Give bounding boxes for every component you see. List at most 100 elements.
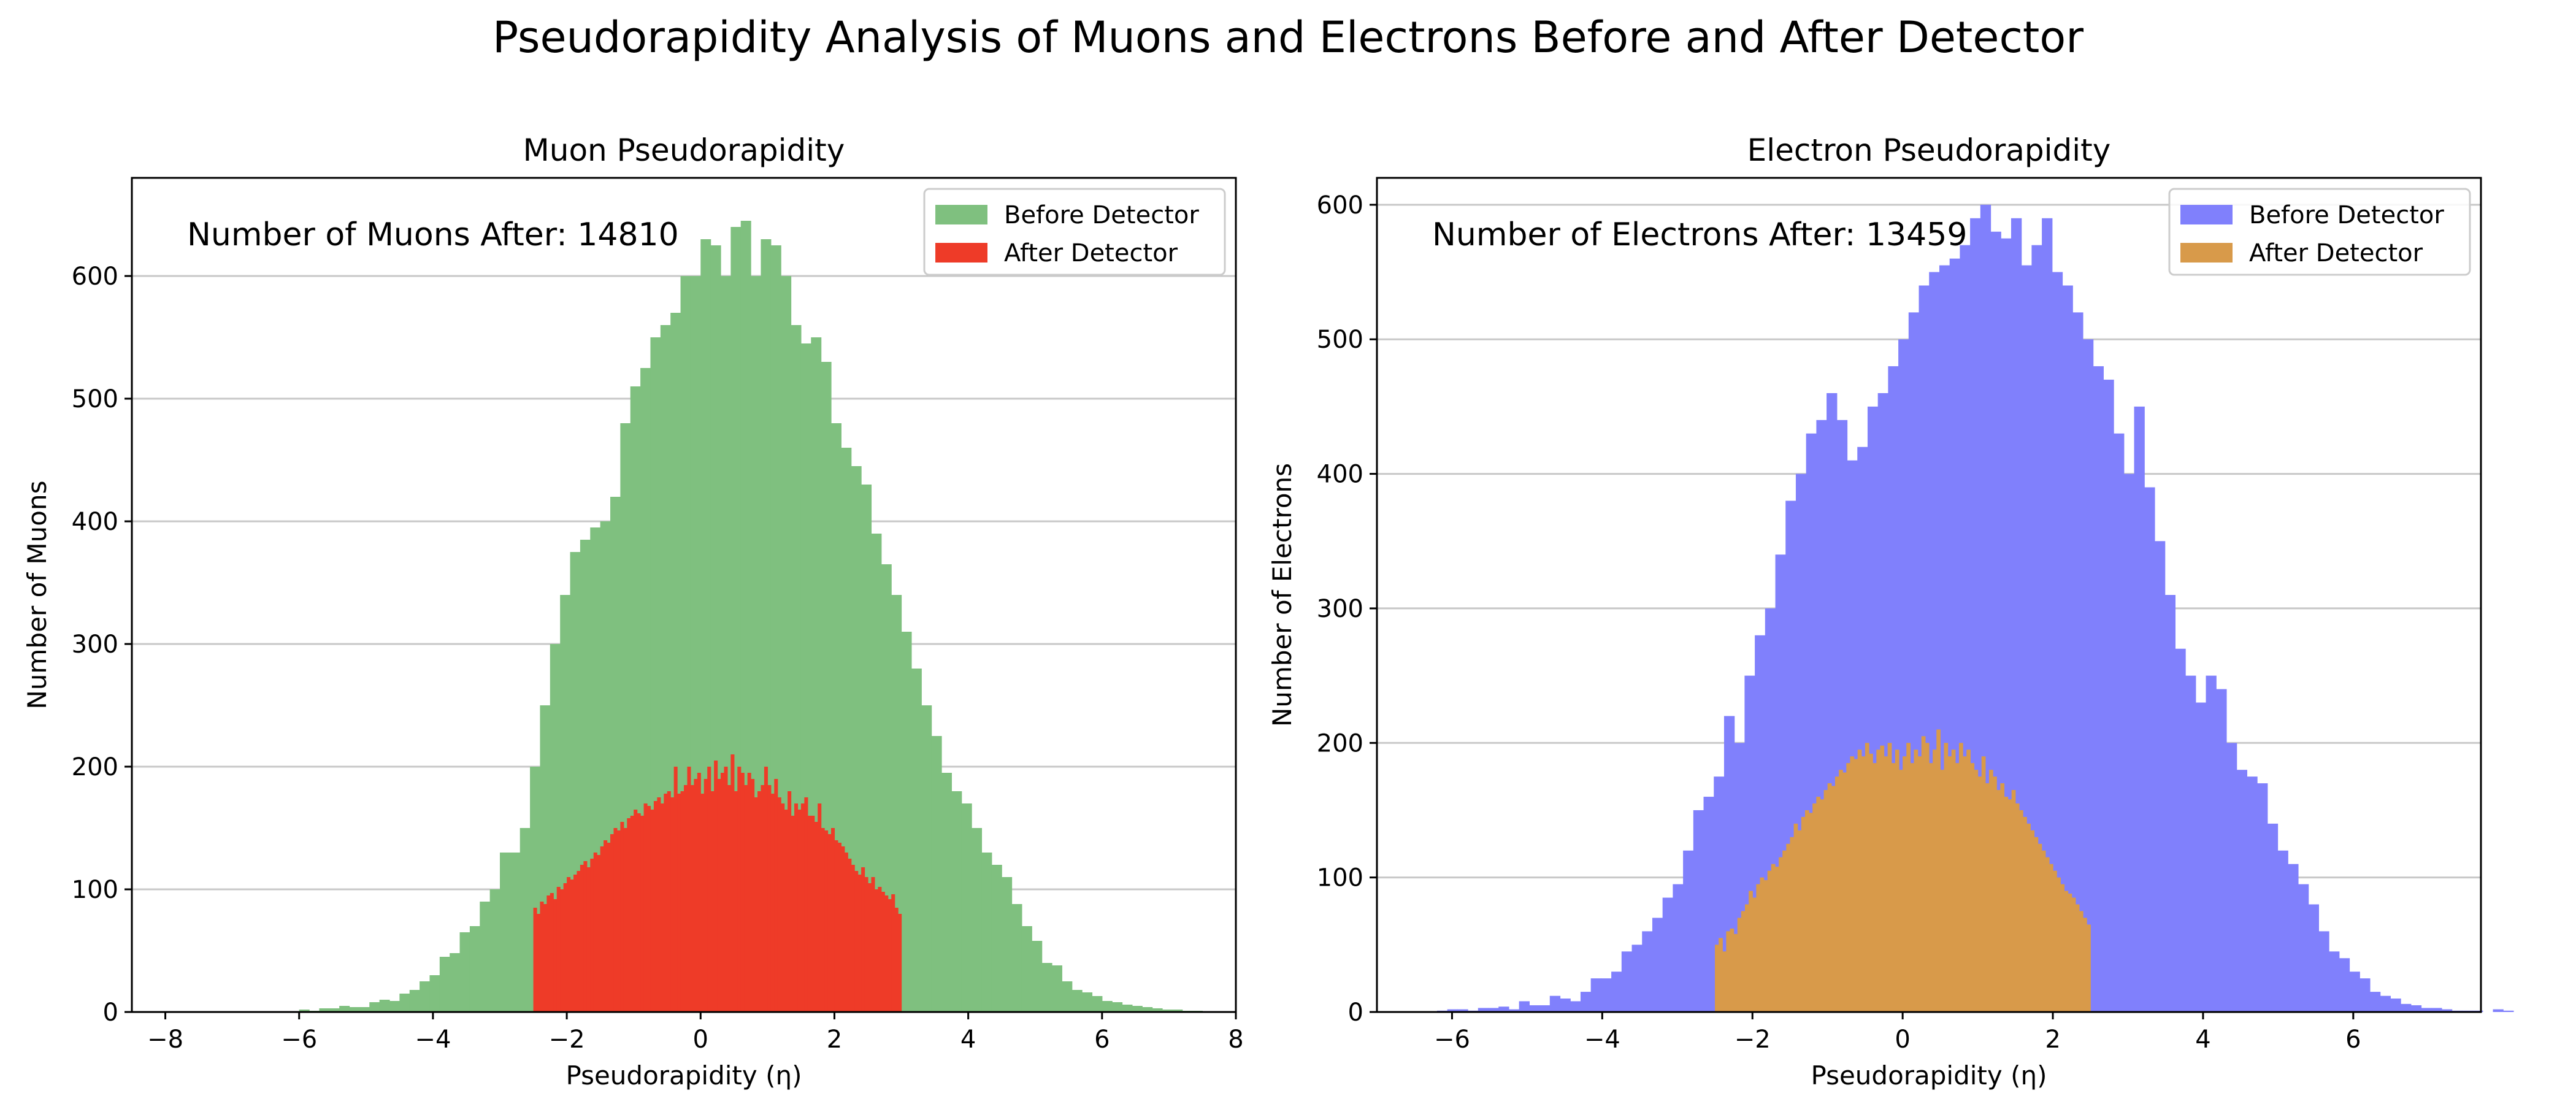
histogram-bar bbox=[2064, 891, 2069, 1012]
histogram-bar bbox=[1652, 918, 1663, 1012]
histogram-bar bbox=[2277, 850, 2288, 1012]
histogram-bar bbox=[1988, 770, 1993, 1012]
histogram-bar bbox=[981, 853, 992, 1012]
histogram-bar bbox=[2026, 823, 2031, 1012]
histogram-bar bbox=[1846, 763, 1851, 1012]
histogram-bar bbox=[1786, 843, 1791, 1012]
histogram-bar bbox=[774, 779, 778, 1012]
histogram-bar bbox=[580, 865, 584, 1012]
histogram-bar bbox=[1733, 933, 1738, 1012]
histogram-bar bbox=[2000, 783, 2005, 1012]
histogram-bar bbox=[1850, 756, 1855, 1012]
histogram-bar bbox=[911, 669, 922, 1012]
histogram-bar bbox=[1884, 756, 1888, 1012]
histogram-bar bbox=[2339, 958, 2350, 1012]
histogram-bar bbox=[921, 705, 932, 1012]
histogram-bar bbox=[2267, 823, 2279, 1012]
histogram-bar bbox=[1745, 904, 1749, 1012]
histogram-bar bbox=[727, 785, 731, 1012]
histogram-bar bbox=[567, 877, 571, 1012]
histogram-bar bbox=[2257, 783, 2268, 1012]
y-axis-label: Number of Muons bbox=[22, 481, 52, 710]
histogram-bar bbox=[369, 1002, 380, 1012]
legend-swatch bbox=[935, 243, 987, 263]
histogram-bar bbox=[2023, 816, 2027, 1012]
x-tick-label: −4 bbox=[415, 1025, 451, 1054]
x-tick-label: −2 bbox=[1735, 1025, 1771, 1054]
histogram-bar bbox=[1683, 850, 1694, 1012]
histogram-bar bbox=[2441, 1009, 2453, 1012]
histogram-bar bbox=[533, 908, 537, 1012]
histogram-bar bbox=[707, 767, 711, 1012]
legend-label: Before Detector bbox=[1004, 201, 1199, 229]
histogram-bar bbox=[844, 853, 848, 1012]
histogram-bar bbox=[667, 791, 671, 1012]
histogram-bar bbox=[797, 810, 802, 1012]
histogram-bar bbox=[677, 794, 681, 1012]
histogram-bar bbox=[697, 773, 701, 1012]
histogram-bar bbox=[1102, 1001, 1113, 1012]
histogram-bar bbox=[714, 761, 718, 1012]
x-tick-label: 2 bbox=[827, 1025, 842, 1054]
histogram-bar bbox=[878, 887, 882, 1012]
histogram-bar bbox=[2236, 770, 2247, 1012]
histogram-bar bbox=[2206, 675, 2217, 1012]
histogram-bar bbox=[744, 785, 748, 1012]
y-tick-label: 400 bbox=[1317, 461, 1363, 489]
histogram-bar bbox=[831, 828, 835, 1012]
histogram-bar bbox=[1936, 729, 1941, 1012]
histogram-bar bbox=[1488, 1008, 1499, 1012]
histogram-bar bbox=[1763, 880, 1768, 1012]
count-annotation: Number of Electrons After: 13459 bbox=[1432, 217, 1967, 253]
histogram-bar bbox=[2288, 864, 2299, 1012]
histogram-bar bbox=[898, 914, 902, 1012]
histogram-bar bbox=[653, 801, 657, 1012]
histogram-bar bbox=[761, 785, 765, 1012]
x-tick-label: 2 bbox=[2045, 1025, 2060, 1054]
histogram-bar bbox=[931, 736, 942, 1012]
histogram-bar bbox=[2079, 911, 2083, 1012]
histogram-bar bbox=[2431, 1008, 2442, 1012]
legend-swatch bbox=[2180, 205, 2233, 224]
histogram-bar bbox=[2329, 951, 2340, 1012]
histogram-bar bbox=[2103, 380, 2114, 1013]
y-tick-label: 200 bbox=[72, 753, 118, 781]
count-annotation: Number of Muons After: 14810 bbox=[187, 217, 679, 253]
histogram-bar bbox=[2060, 884, 2065, 1012]
histogram-bar bbox=[2380, 995, 2391, 1012]
histogram-bar bbox=[824, 830, 829, 1012]
histogram-bar bbox=[834, 840, 838, 1012]
histogram-bar bbox=[1601, 978, 1612, 1012]
histogram-bar bbox=[961, 803, 972, 1012]
histogram-bar bbox=[1910, 763, 1915, 1012]
histogram-bar bbox=[1880, 745, 1885, 1012]
histogram-bar bbox=[2045, 857, 2050, 1012]
histogram-bar bbox=[1002, 877, 1013, 1012]
histogram-bar bbox=[894, 908, 899, 1012]
histogram-bar bbox=[597, 855, 601, 1012]
histogram-bar bbox=[1977, 776, 1982, 1012]
histogram-bar bbox=[640, 816, 645, 1012]
histogram-bar bbox=[868, 883, 872, 1012]
histogram-bar bbox=[1590, 978, 1601, 1012]
histogram-bar bbox=[851, 865, 855, 1012]
histogram-bar bbox=[1756, 884, 1761, 1012]
histogram-bar bbox=[2041, 850, 2046, 1012]
x-tick-label: −8 bbox=[147, 1025, 183, 1054]
histogram-bar bbox=[1834, 776, 1839, 1012]
x-tick-label: 0 bbox=[693, 1025, 708, 1054]
histogram-bar bbox=[941, 773, 952, 1012]
histogram-bar bbox=[734, 791, 738, 1012]
chart-panel-2: −6 −4 −2 0 2 4 6 0 100 200 300 400 500 600 Electron Ps… bbox=[1267, 132, 2514, 1091]
histogram-bar bbox=[1895, 749, 1899, 1012]
histogram-bar bbox=[1899, 770, 1903, 1012]
histogram-bar bbox=[2037, 843, 2042, 1012]
histogram-bar bbox=[861, 867, 865, 1012]
histogram-bar bbox=[389, 1001, 400, 1012]
histogram-bar bbox=[1921, 736, 1926, 1012]
histogram-bar bbox=[837, 843, 841, 1012]
histogram-bar bbox=[1947, 756, 1952, 1012]
histogram-bar bbox=[616, 830, 621, 1012]
histogram-bar bbox=[660, 803, 664, 1012]
histogram-bar bbox=[359, 1007, 370, 1012]
